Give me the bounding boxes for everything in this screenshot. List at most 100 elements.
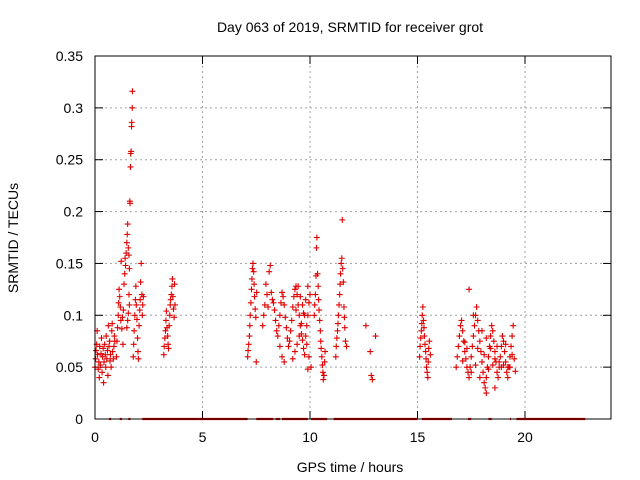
data-point [474,345,481,352]
data-point [253,289,260,296]
data-point [457,322,464,329]
data-point [339,216,346,223]
data-point [289,303,296,310]
data-point [463,345,470,352]
data-point [114,324,121,331]
data-point [307,291,313,298]
data-point [247,312,254,319]
data-point [93,347,100,354]
data-point [124,231,131,238]
data-point [500,362,507,369]
data-point [483,335,490,342]
data-point [304,283,311,290]
data-point [115,312,122,319]
data-point [260,312,267,319]
data-point [301,312,308,319]
data-point [502,341,509,348]
data-point [249,265,256,272]
data-point [482,384,489,391]
data-point [100,379,107,386]
data-point [119,341,126,348]
data-point [509,333,516,340]
data-point [161,343,168,350]
data-point [336,291,343,298]
data-point [280,293,287,300]
data-point [417,343,424,350]
data-point [420,317,427,324]
data-point [126,265,133,272]
x-tick-label: 20 [517,429,533,445]
data-point [130,353,137,360]
data-point [512,368,519,375]
data-point [303,322,310,329]
data-point [102,364,109,371]
data-point [497,353,504,360]
data-point [294,291,301,298]
data-point [422,348,429,355]
data-point [290,293,297,300]
data-point [504,364,511,371]
data-point [427,351,434,358]
data-point [246,322,253,329]
data-point [479,358,485,365]
data-point [279,289,286,296]
data-point [269,296,276,303]
data-point [250,268,257,275]
data-point [109,320,116,327]
data-point [473,303,480,310]
data-point [316,307,323,314]
data-point [315,296,322,303]
data-point [283,324,290,331]
data-point [296,312,303,319]
data-point [169,293,176,300]
data-point [171,314,178,321]
data-point [253,358,260,365]
data-point [313,244,320,251]
x-tick-label: 15 [410,429,426,445]
data-point [120,307,127,314]
data-point [508,343,515,350]
data-point [467,364,474,371]
data-point [111,333,118,340]
x-tick-label: 5 [199,429,207,445]
data-point [476,338,483,345]
data-point [319,369,326,376]
data-point [487,345,494,352]
data-point [342,338,349,345]
data-point [426,338,433,345]
data-point [341,314,348,321]
data-point [94,351,101,358]
data-point [458,317,465,324]
data-point [304,366,311,373]
data-point [316,317,323,324]
data-point [170,306,177,313]
data-point [117,303,124,310]
data-point [338,255,345,262]
data-point [166,312,173,319]
data-point [491,355,498,362]
data-point [369,376,376,383]
data-point [418,327,425,334]
data-point [248,275,255,282]
data-point [262,281,269,288]
data-point [468,353,475,360]
data-point [499,333,506,340]
data-point [164,333,171,340]
data-point [336,301,343,308]
data-point [250,260,257,267]
y-tick-labels: 0 0.05 0.1 0.15 0.2 0.25 0.3 0.35 [56,48,83,427]
data-point [252,314,259,321]
data-point [282,314,289,321]
data-point [259,322,266,329]
data-point [297,293,304,300]
data-point [421,333,428,340]
data-point [276,343,283,350]
data-point [291,286,298,293]
data-point [98,335,105,342]
data-point [288,317,295,324]
data-point [479,327,485,334]
data-point [103,355,110,362]
data-point [108,364,115,371]
data-point [333,335,340,342]
